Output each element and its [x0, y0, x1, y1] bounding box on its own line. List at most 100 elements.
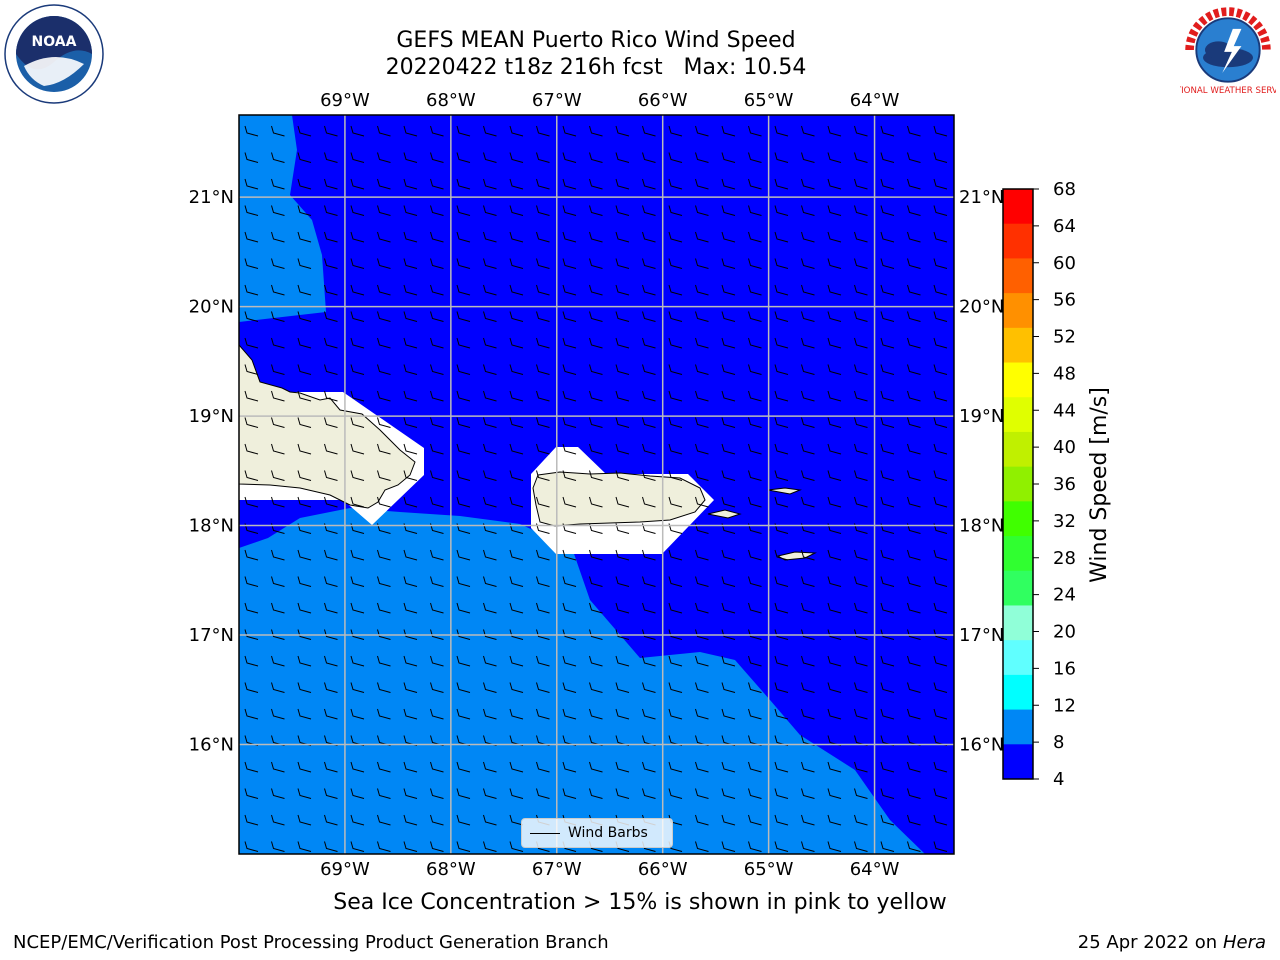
wind-barb — [456, 576, 471, 587]
wind-barb — [801, 284, 815, 296]
wind-barb — [933, 205, 948, 216]
wind-barb — [562, 788, 577, 799]
wind-barb — [774, 417, 789, 428]
wind-barb — [854, 761, 868, 773]
wind-barb — [748, 470, 762, 481]
wind-barb — [827, 178, 842, 190]
wind-barb — [801, 788, 815, 799]
wind-barb — [271, 814, 285, 826]
wind-barb — [324, 390, 338, 402]
wind-barb — [271, 364, 285, 375]
wind-barb — [377, 443, 391, 455]
wind-barb — [509, 496, 524, 508]
wind-barb — [536, 602, 550, 614]
wind-barb — [271, 337, 285, 349]
wind-barb — [430, 682, 444, 693]
wind-barb — [589, 258, 603, 269]
wind-barb — [721, 655, 736, 667]
wind-barb — [827, 311, 842, 322]
wind-barb — [695, 814, 709, 826]
wind-barb — [377, 284, 391, 296]
wind-barb — [854, 629, 868, 640]
wind-barb — [774, 311, 789, 322]
wind-barb — [244, 258, 259, 269]
wind-barb — [721, 390, 736, 402]
wind-barb — [430, 655, 444, 667]
wind-barb — [271, 417, 285, 428]
wind-barb — [774, 178, 789, 190]
wind-barb — [880, 470, 895, 481]
wind-barb — [350, 682, 365, 693]
wind-barb — [933, 761, 948, 773]
wind-barb — [430, 602, 444, 614]
colorbar-label: Wind Speed [m/s] — [1087, 387, 1112, 583]
wind-barb — [562, 231, 577, 243]
wind-barb — [642, 443, 656, 455]
wind-barb — [483, 655, 497, 667]
wind-barb — [854, 682, 868, 693]
wind-barb — [509, 470, 524, 481]
wind-barb — [642, 602, 656, 614]
wind-barb — [801, 417, 815, 428]
wind-barb — [509, 205, 524, 216]
wind-barb — [668, 417, 683, 428]
wind-barb — [377, 708, 391, 720]
colorbar-segment — [1003, 431, 1033, 468]
wind-barb — [562, 496, 577, 508]
wind-barb — [483, 814, 497, 826]
wind-barb — [350, 417, 365, 428]
wind-barb — [801, 708, 815, 720]
wind-barb — [456, 602, 471, 614]
wind-barb — [748, 443, 762, 455]
lon-label-top: 64°W — [850, 90, 900, 111]
wind-barb — [377, 364, 391, 375]
wind-barb — [403, 443, 418, 455]
wind-barb — [271, 788, 285, 799]
wind-barb — [589, 708, 603, 720]
wind-barb — [668, 337, 683, 349]
wind-barb — [483, 496, 497, 508]
wind-barb — [483, 337, 497, 349]
lon-label-bottom: 65°W — [744, 859, 794, 880]
wind-barb — [403, 655, 418, 667]
wind-band-8-12-north — [239, 115, 326, 322]
wind-barb — [456, 311, 471, 322]
wind-barb — [642, 682, 656, 693]
wind-barb — [801, 311, 815, 322]
colorbar-tick-label: 68 — [1053, 179, 1076, 200]
wind-barb — [880, 178, 895, 190]
wind-barb — [324, 205, 338, 216]
wind-barb — [615, 655, 630, 667]
wind-barb — [244, 364, 259, 375]
wind-barb — [430, 549, 444, 561]
wind-barb — [403, 258, 418, 269]
wind-barb — [324, 364, 338, 375]
wind-barb — [774, 284, 789, 296]
lon-label-bottom: 69°W — [320, 859, 370, 880]
wind-barb — [907, 125, 921, 137]
wind-barb — [854, 576, 868, 587]
wind-barb — [403, 125, 418, 137]
wind-barb — [907, 231, 921, 243]
wind-barb — [695, 178, 709, 190]
wind-barb — [668, 443, 683, 455]
wind-barb — [642, 178, 656, 190]
wind-barb — [509, 178, 524, 190]
wind-barb — [403, 390, 418, 402]
wind-barb — [907, 152, 921, 163]
wind-barb — [721, 788, 736, 799]
wind-barb — [721, 496, 736, 508]
wind-barb — [589, 761, 603, 773]
nws-logo: NATIONAL WEATHER SERVICE — [1180, 4, 1276, 96]
colorbar-segment — [1003, 674, 1033, 711]
wind-barb — [774, 682, 789, 693]
wind-barb — [907, 708, 921, 720]
plot-title-line1: GEFS MEAN Puerto Rico Wind Speed — [396, 28, 796, 53]
wind-barb — [774, 443, 789, 455]
wind-barb — [642, 152, 656, 163]
wind-barb — [801, 549, 815, 561]
latitude-labels-left: 21°N 20°N 19°N 18°N 17°N 16°N — [189, 187, 234, 755]
wind-barb — [509, 788, 524, 799]
wind-barb — [615, 205, 630, 216]
wind-barb — [509, 390, 524, 402]
